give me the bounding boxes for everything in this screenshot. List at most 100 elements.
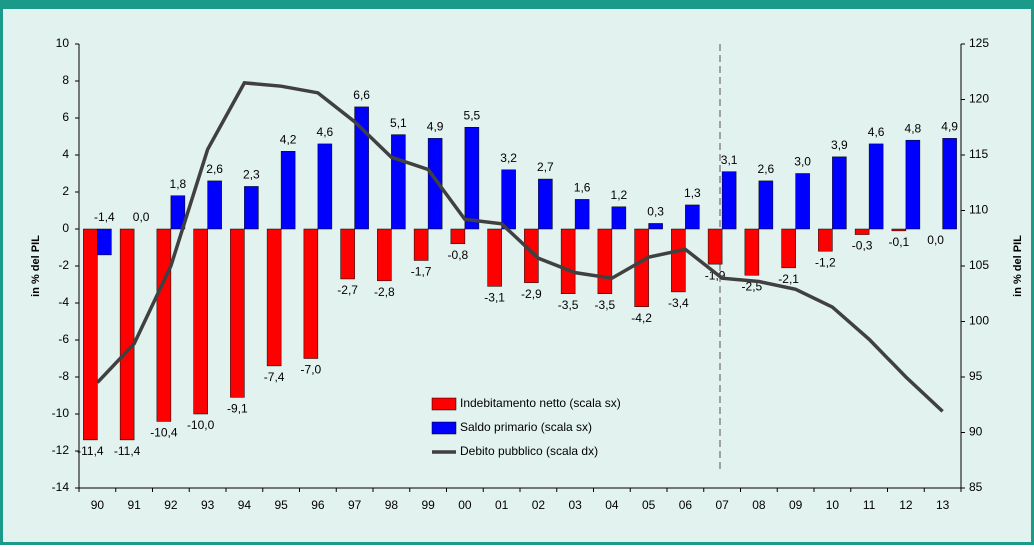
y2-tick-label: 105 xyxy=(969,258,989,272)
bar xyxy=(795,173,810,230)
y2-tick-label: 120 xyxy=(969,92,989,106)
data-label: -11,4 xyxy=(77,444,104,458)
x-tick-label: 02 xyxy=(532,498,546,512)
data-label: -7,0 xyxy=(301,363,322,377)
data-label: 3,1 xyxy=(721,153,738,167)
data-label: 5,5 xyxy=(464,108,481,122)
x-tick-label: 12 xyxy=(899,498,913,512)
y-tick-label: -2 xyxy=(58,258,69,272)
bar xyxy=(391,134,406,230)
bar xyxy=(413,228,429,261)
data-label: 0,0 xyxy=(133,210,150,224)
bar xyxy=(97,228,112,256)
data-label: 4,6 xyxy=(317,125,334,139)
y2-tick-label: 125 xyxy=(969,36,989,50)
x-tick-label: 06 xyxy=(679,498,693,512)
x-tick-label: 99 xyxy=(421,498,435,512)
x-tick-label: 97 xyxy=(348,498,362,512)
data-label: -9,1 xyxy=(227,402,248,416)
bar xyxy=(611,206,627,230)
bar xyxy=(340,228,355,280)
bar xyxy=(685,204,700,230)
data-label: -3,1 xyxy=(484,291,505,305)
y2-tick-label: 110 xyxy=(969,203,988,217)
data-label: -3,5 xyxy=(558,298,579,312)
data-label: -10,4 xyxy=(150,426,178,440)
y-tick-label: -4 xyxy=(58,295,69,309)
bar xyxy=(377,228,392,282)
data-label: -2,7 xyxy=(337,283,358,297)
data-label: 4,9 xyxy=(941,120,958,134)
bar xyxy=(854,228,870,235)
y2-tick-label: 95 xyxy=(969,369,983,383)
bar xyxy=(303,228,319,359)
y-tick-label: 6 xyxy=(62,110,69,124)
data-label: 3,9 xyxy=(831,138,848,152)
bar xyxy=(450,228,466,245)
y-tick-label: 0 xyxy=(62,221,69,235)
bar xyxy=(170,195,186,230)
bar xyxy=(487,228,502,287)
x-tick-label: 08 xyxy=(752,498,766,512)
y-tick-label: -14 xyxy=(52,480,70,494)
data-label: 3,2 xyxy=(500,151,517,165)
x-tick-label: 04 xyxy=(605,498,619,512)
data-label: -3,4 xyxy=(668,296,689,310)
bar xyxy=(538,178,553,230)
data-label: -10,0 xyxy=(187,418,215,432)
x-tick-label: 91 xyxy=(127,498,141,512)
y2-tick-label: 85 xyxy=(969,480,983,494)
x-tick-label: 09 xyxy=(789,498,803,512)
legend-swatch xyxy=(431,397,457,411)
data-label: -1,4 xyxy=(94,210,115,224)
data-label: 4,9 xyxy=(427,120,444,134)
bar xyxy=(119,228,135,441)
y-tick-label: 8 xyxy=(62,73,69,87)
bar xyxy=(317,143,333,230)
bar xyxy=(464,127,480,230)
legend-swatch xyxy=(431,421,457,435)
data-label: -0,3 xyxy=(852,239,873,253)
data-label: -3,5 xyxy=(595,298,616,312)
y-tick-label: 4 xyxy=(62,147,69,161)
bar xyxy=(905,139,921,230)
y-tick-label: -12 xyxy=(52,443,70,457)
data-label: 4,2 xyxy=(280,132,297,146)
x-tick-label: 95 xyxy=(274,498,288,512)
bar xyxy=(193,228,208,415)
data-label: -0,8 xyxy=(448,248,469,262)
data-label: -7,4 xyxy=(264,370,285,384)
x-tick-label: 03 xyxy=(568,498,582,512)
y-axis-label: in % del PIL xyxy=(30,235,42,297)
x-tick-label: 07 xyxy=(715,498,729,512)
bar xyxy=(230,228,245,398)
x-tick-label: 01 xyxy=(495,498,509,512)
bar xyxy=(597,228,613,294)
data-label: 2,3 xyxy=(243,168,260,182)
data-label: 3,0 xyxy=(794,155,811,169)
y-tick-label: -6 xyxy=(58,332,69,346)
y-tick-label: 2 xyxy=(62,184,69,198)
data-label: -4,2 xyxy=(631,311,652,325)
data-label: -0,1 xyxy=(889,235,910,249)
bar xyxy=(156,228,172,422)
x-tick-label: 94 xyxy=(238,498,252,512)
bar xyxy=(83,228,98,441)
y2-axis-label: in % del PIL xyxy=(1012,235,1024,297)
data-label: -1,2 xyxy=(815,255,836,269)
bar xyxy=(524,228,539,283)
x-tick-label: 05 xyxy=(642,498,656,512)
data-label: 2,7 xyxy=(537,160,554,174)
bar xyxy=(207,180,222,230)
y2-tick-label: 100 xyxy=(969,314,989,328)
bar xyxy=(781,228,796,269)
data-label: -2,8 xyxy=(374,285,395,299)
x-tick-label: 96 xyxy=(311,498,325,512)
bar xyxy=(280,151,296,230)
data-label: 0,0 xyxy=(927,233,944,247)
data-label: 4,8 xyxy=(905,121,922,135)
data-label: 2,6 xyxy=(758,162,775,176)
bar xyxy=(758,180,774,230)
bar xyxy=(868,143,884,230)
